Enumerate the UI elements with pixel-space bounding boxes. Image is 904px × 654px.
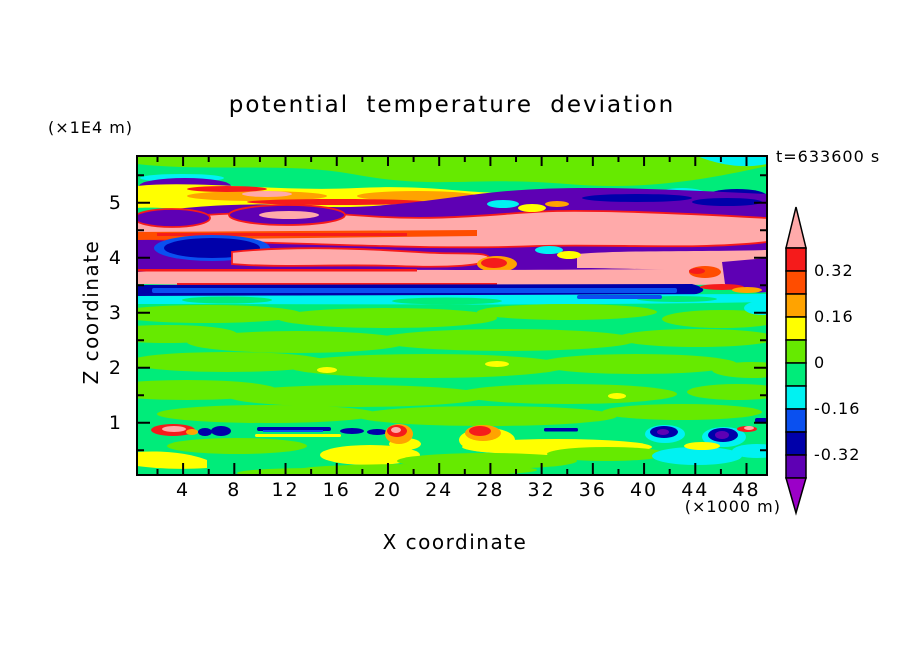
x-tick-label: 16 xyxy=(323,479,351,501)
colorbar-label: 0.16 xyxy=(814,307,854,326)
colorbar-cell xyxy=(785,316,807,341)
green-zone-blobs xyxy=(137,301,767,426)
x-tick-label: 4 xyxy=(176,479,190,501)
colorbar-label: -0.32 xyxy=(814,445,860,464)
colorbar-cell xyxy=(785,247,807,272)
colorbar-label: -0.16 xyxy=(814,399,860,418)
colorbar xyxy=(785,206,807,516)
colorbar-cell xyxy=(785,431,807,456)
z-unit-label: (×1E4 m) xyxy=(48,118,133,137)
colorbar-cell xyxy=(785,270,807,295)
x-tick-labels: 4 8 12 16 20 24 28 32 36 40 44 48 xyxy=(176,479,760,501)
x-axis-label: X coordinate xyxy=(383,530,528,554)
z-tick-labels: 5 4 3 2 1 xyxy=(109,192,123,434)
heatmap-field xyxy=(137,156,767,475)
z-tick-label: 3 xyxy=(109,302,123,324)
colorbar-cell xyxy=(785,362,807,387)
x-tick-label: 44 xyxy=(681,479,709,501)
colorbar-cell xyxy=(785,454,807,479)
z-tick-label: 2 xyxy=(109,357,123,379)
colorbar-cell xyxy=(785,408,807,433)
z-axis-label: Z coordinate xyxy=(79,240,103,385)
colorbar-cell xyxy=(785,339,807,364)
figure-title: potential temperature deviation xyxy=(229,92,675,118)
x-tick-label: 40 xyxy=(630,479,658,501)
colorbar-cell xyxy=(785,385,807,410)
x-tick-label: 28 xyxy=(476,479,504,501)
x-tick-label: 32 xyxy=(528,479,556,501)
x-unit-label: (×1000 m) xyxy=(685,497,781,516)
axis-ticks xyxy=(137,156,767,475)
x-tick-label: 20 xyxy=(374,479,402,501)
colorbar-label: 0.32 xyxy=(814,261,854,280)
time-label: t=633600 s xyxy=(776,147,880,166)
colorbar-arrow-up xyxy=(785,206,807,249)
z-tick-label: 1 xyxy=(109,412,123,434)
x-tick-label: 8 xyxy=(227,479,241,501)
perturbation-line xyxy=(151,418,767,455)
z-tick-label: 4 xyxy=(109,247,123,269)
z-tick-label: 5 xyxy=(109,192,123,214)
colorbar-cell xyxy=(785,293,807,318)
x-tick-label: 24 xyxy=(425,479,453,501)
colorbar-arrow-down xyxy=(785,477,807,516)
colorbar-label: 0 xyxy=(814,353,825,372)
x-tick-label: 36 xyxy=(579,479,607,501)
plot-border xyxy=(136,155,768,476)
x-tick-label: 48 xyxy=(732,479,760,501)
bottom-zone xyxy=(137,438,767,475)
x-tick-label: 12 xyxy=(271,479,299,501)
colorbar-labels: 0.32 0.16 0 -0.16 -0.32 xyxy=(814,261,860,464)
